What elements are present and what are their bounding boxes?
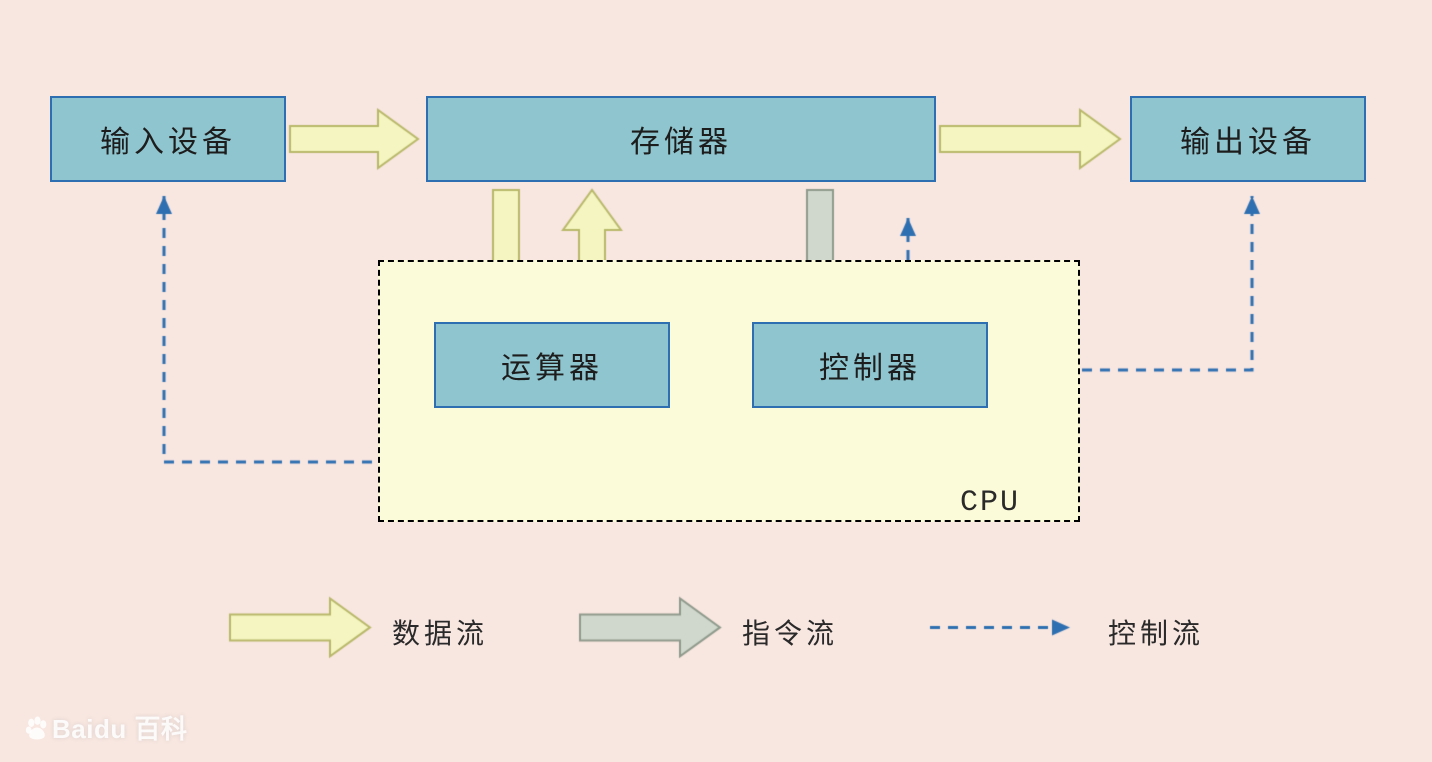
node-label: 输出设备	[1180, 117, 1316, 161]
node-label: 输入设备	[100, 117, 236, 161]
node-controller: 控制器	[752, 322, 988, 408]
baidu-paw-icon	[24, 715, 50, 748]
node-label: 控制器	[819, 343, 921, 387]
node-input-device: 输入设备	[50, 96, 286, 182]
node-output-device: 输出设备	[1130, 96, 1366, 182]
node-label: 运算器	[501, 343, 603, 387]
node-memory: 存储器	[426, 96, 936, 182]
legend-instruction-flow-label: 指令流	[742, 612, 838, 652]
legend-data-flow-label: 数据流	[392, 612, 488, 652]
watermark: Baidu 百科	[24, 709, 187, 748]
node-label: 存储器	[630, 117, 732, 161]
cpu-label: CPU	[960, 486, 1020, 520]
node-alu: 运算器	[434, 322, 670, 408]
watermark-text: Baidu 百科	[52, 714, 187, 744]
legend-control-flow-label: 控制流	[1108, 612, 1204, 652]
